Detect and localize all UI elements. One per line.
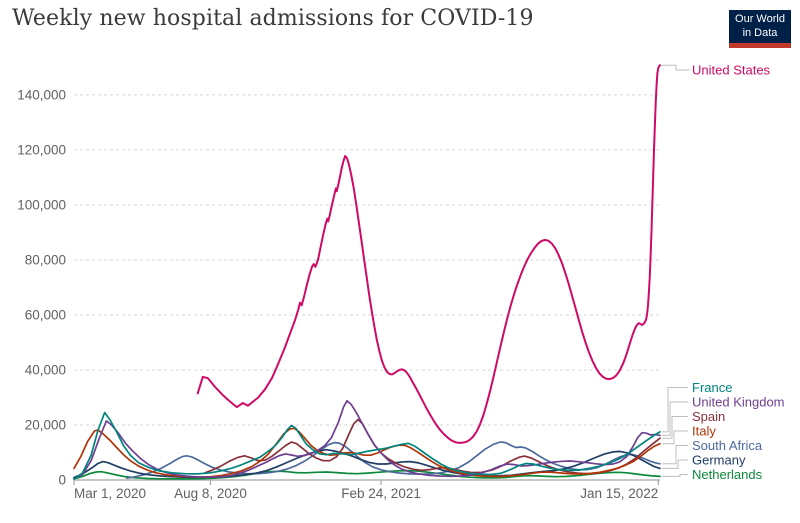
line-united-states	[196, 64, 661, 444]
legend-label-spain[interactable]: Spain	[692, 409, 725, 424]
y-tick-label-40000: 40,000	[25, 362, 66, 377]
legend-label-united-states[interactable]: United States	[692, 63, 771, 78]
connector-france	[662, 387, 688, 433]
legend-label-germany[interactable]: Germany	[692, 453, 746, 468]
y-tick-label-20000: 20,000	[25, 417, 66, 432]
owid-logo[interactable]: Our World in Data	[729, 10, 791, 48]
legend-label-france[interactable]: France	[692, 380, 732, 395]
connector-united-states	[661, 64, 690, 71]
legend-label-united-kingdom[interactable]: United Kingdom	[692, 395, 785, 410]
page-title: Weekly new hospital admissions for COVID…	[12, 6, 534, 31]
connector-united-kingdom	[662, 401, 688, 436]
legend-label-south-africa[interactable]: South Africa	[692, 438, 763, 453]
y-tick-label-80000: 80,000	[25, 252, 66, 267]
x-tick-label-jan-15,-2022: Jan 15, 2022	[580, 486, 658, 501]
line-france	[73, 411, 661, 480]
connector-netherlands	[662, 474, 688, 477]
x-tick-label-aug-8,-2020: Aug 8, 2020	[174, 486, 247, 501]
connector-germany	[662, 459, 688, 469]
line-netherlands	[73, 469, 661, 480]
line-italy	[73, 427, 661, 478]
y-tick-label-100000: 100,000	[17, 197, 66, 212]
x-tick-label-mar-1,-2020: Mar 1, 2020	[74, 486, 146, 501]
line-germany	[73, 448, 661, 479]
connector-spain	[662, 416, 688, 439]
y-tick-label-140000: 140,000	[17, 87, 66, 102]
x-tick-label-feb-24,-2021: Feb 24, 2021	[341, 486, 421, 501]
y-tick-label-60000: 60,000	[25, 307, 66, 322]
line-united-kingdom	[73, 399, 661, 480]
connector-italy	[662, 430, 688, 445]
legend-label-netherlands[interactable]: Netherlands	[692, 467, 763, 482]
legend-label-italy[interactable]: Italy	[692, 424, 716, 439]
connector-south-africa	[662, 445, 688, 465]
line-spain	[203, 418, 661, 475]
owid-logo-line2: in Data	[742, 26, 778, 39]
y-tick-label-0: 0	[58, 473, 66, 488]
y-tick-label-120000: 120,000	[17, 142, 66, 157]
owid-logo-line1: Our World	[735, 12, 785, 25]
